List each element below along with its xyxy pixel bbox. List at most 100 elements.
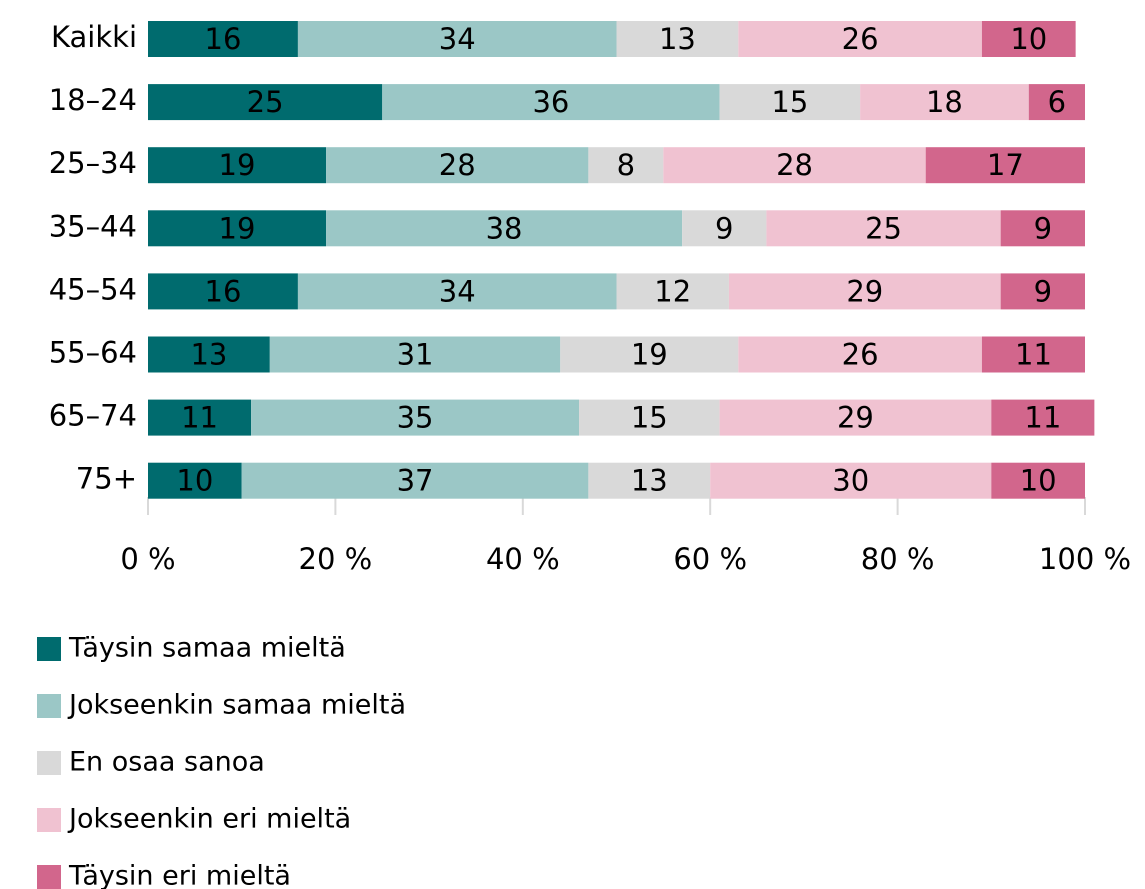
bar-segment <box>326 147 589 184</box>
bar-segment <box>766 210 1001 247</box>
data-label: 19 <box>219 148 256 182</box>
data-label: 9 <box>1034 274 1052 308</box>
bar-segment <box>991 399 1095 436</box>
legend-label: Jokseenkin eri mieltä <box>67 804 351 835</box>
y-tick-label: 55–64 <box>49 336 137 370</box>
bar-segment <box>981 336 1085 373</box>
data-label: 12 <box>654 274 691 308</box>
y-tick-label: 45–54 <box>49 272 137 306</box>
x-tick-label: 80 % <box>861 542 935 576</box>
bar-segment <box>925 147 1085 184</box>
data-label: 10 <box>176 464 213 498</box>
bar-segment <box>241 462 589 499</box>
data-label: 11 <box>1015 338 1052 372</box>
x-tick-label: 0 % <box>120 542 175 576</box>
data-label: 30 <box>832 464 869 498</box>
bar-segment <box>588 147 664 184</box>
bar-segment <box>251 399 580 436</box>
data-label: 25 <box>247 85 284 119</box>
data-label: 11 <box>1024 401 1061 435</box>
data-label: 13 <box>190 338 227 372</box>
bar-segment <box>616 273 729 310</box>
data-label: 9 <box>1034 211 1052 245</box>
data-label: 29 <box>846 274 883 308</box>
bar-segment <box>710 462 992 499</box>
bar-segment <box>991 462 1085 499</box>
data-label: 15 <box>771 85 808 119</box>
bar-segment <box>728 273 1001 310</box>
bar-segment <box>579 399 720 436</box>
bar-segment <box>719 84 861 121</box>
y-tick-label: 18–24 <box>49 83 137 117</box>
data-label: 38 <box>486 211 523 245</box>
bar-segment <box>588 462 711 499</box>
bar-segment <box>1000 273 1085 310</box>
bar-segment <box>663 147 926 184</box>
legend-swatch <box>37 865 61 889</box>
y-tick-label: 75+ <box>76 462 137 496</box>
data-label: 11 <box>181 401 218 435</box>
y-tick-label: Kaikki <box>51 20 137 54</box>
data-label: 15 <box>631 401 668 435</box>
data-label: 26 <box>842 22 879 56</box>
data-label: 13 <box>659 22 696 56</box>
data-label: 10 <box>1020 464 1057 498</box>
x-tick-label: 20 % <box>299 542 373 576</box>
legend-label: En osaa sanoa <box>69 747 265 778</box>
data-label: 25 <box>865 211 902 245</box>
x-tick-label: 60 % <box>673 542 747 576</box>
bar-segment <box>682 210 767 247</box>
bar-segment <box>382 84 720 121</box>
bar-segment <box>981 21 1076 57</box>
bar-segment <box>148 462 242 499</box>
data-label: 28 <box>776 148 813 182</box>
bar-segment <box>616 21 739 57</box>
data-label: 19 <box>219 211 256 245</box>
bar-segment <box>148 84 383 121</box>
data-label: 18 <box>926 85 963 119</box>
y-tick-label: 65–74 <box>49 399 137 433</box>
bar-segment <box>326 210 683 247</box>
bar-segment <box>148 273 298 310</box>
data-label: 9 <box>715 211 733 245</box>
bar-segment <box>560 336 739 373</box>
bar-segment <box>269 336 561 373</box>
bar-segment <box>860 84 1029 121</box>
data-label: 29 <box>837 401 874 435</box>
legend-swatch <box>37 637 61 661</box>
bar-segment <box>297 273 617 310</box>
legend-label: Jokseenkin samaa mieltä <box>67 690 406 721</box>
bar-segment <box>148 21 298 57</box>
data-label: 16 <box>205 22 242 56</box>
data-label: 13 <box>631 464 668 498</box>
bar-segment <box>738 21 982 57</box>
legend-label: Täysin eri mieltä <box>68 861 291 889</box>
legend-swatch <box>37 808 61 832</box>
bar-segment <box>148 210 327 247</box>
bar-segment <box>1028 84 1085 121</box>
x-tick-label: 40 % <box>486 542 560 576</box>
bar-segment <box>738 336 982 373</box>
data-label: 34 <box>439 274 476 308</box>
bar-segment <box>719 399 992 436</box>
data-label: 35 <box>397 401 434 435</box>
bar-segment <box>297 21 617 57</box>
bar-segment <box>148 147 327 184</box>
y-tick-label: 25–34 <box>49 146 137 180</box>
data-label: 16 <box>205 274 242 308</box>
data-label: 34 <box>439 22 476 56</box>
legend-swatch <box>37 694 61 718</box>
bar-segment <box>148 399 252 436</box>
data-label: 10 <box>1010 22 1047 56</box>
data-label: 17 <box>987 148 1024 182</box>
data-label: 8 <box>617 148 635 182</box>
data-label: 31 <box>397 338 434 372</box>
x-tick-label: 100 % <box>1039 542 1131 576</box>
legend-label: Täysin samaa mieltä <box>68 633 346 664</box>
data-label: 26 <box>842 338 879 372</box>
data-label: 19 <box>631 338 668 372</box>
data-label: 6 <box>1048 85 1066 119</box>
data-label: 36 <box>532 85 569 119</box>
data-label: 37 <box>397 464 434 498</box>
